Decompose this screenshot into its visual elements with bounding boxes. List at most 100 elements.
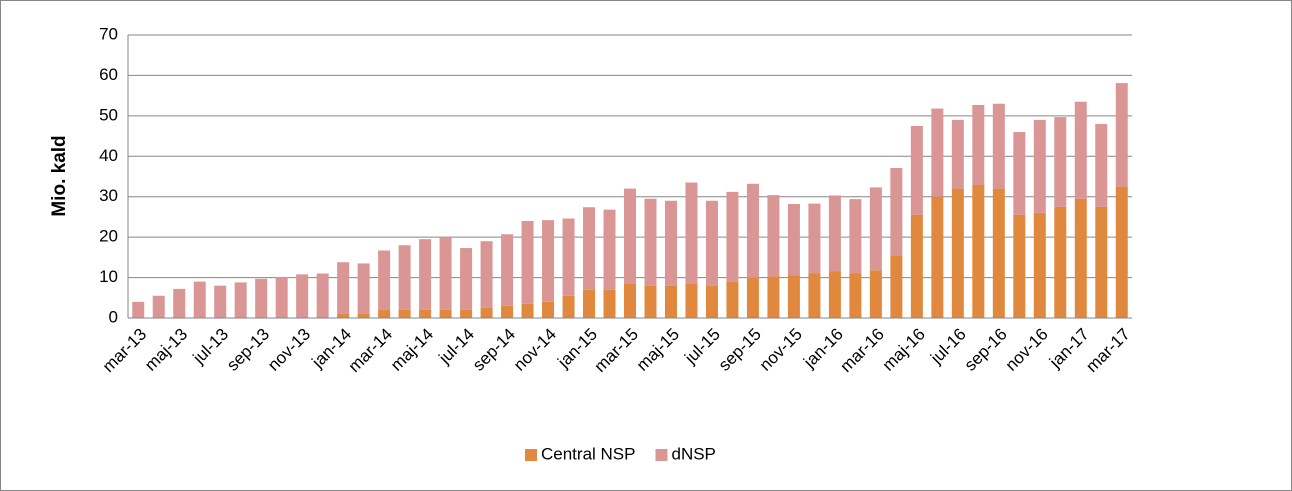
bar-segment	[439, 309, 452, 318]
bar-segment	[685, 283, 698, 318]
bar-segment	[214, 285, 227, 318]
bar-segment	[460, 309, 473, 318]
bar-segment	[1013, 132, 1026, 215]
bar-segment	[910, 214, 923, 318]
bar-segment	[1095, 206, 1108, 318]
bar-segment	[337, 262, 350, 314]
y-tick-label: 20	[99, 227, 118, 246]
bar-segment	[152, 295, 165, 318]
bar-segment	[480, 241, 493, 308]
bar-segment	[746, 277, 759, 318]
bar-segment	[1095, 123, 1108, 207]
y-tick-label: 50	[99, 105, 118, 124]
bar-segment	[255, 278, 268, 318]
bar-segment	[808, 203, 821, 274]
bar-segment	[583, 207, 596, 290]
bar-segment	[132, 301, 145, 318]
y-tick-label: 0	[109, 307, 118, 326]
bar-segment	[1013, 214, 1026, 318]
bar-segment	[378, 250, 391, 310]
y-tick-label: 40	[99, 146, 118, 165]
y-tick-label: 30	[99, 186, 118, 205]
bar-segment	[398, 245, 411, 310]
bar-segment	[439, 237, 452, 310]
legend-label: Central NSP	[541, 444, 635, 463]
bar-segment	[1115, 83, 1128, 187]
bar-segment	[972, 104, 985, 185]
bar-segment	[787, 203, 800, 276]
bar-segment	[849, 273, 862, 318]
bar-segment	[1074, 198, 1087, 318]
bar-segment	[664, 285, 677, 318]
bar-segment	[357, 313, 370, 318]
bar-segment	[828, 271, 841, 318]
y-tick-label: 60	[99, 65, 118, 84]
bar-segment	[624, 188, 636, 284]
bar-segment	[992, 188, 1005, 318]
bar-segment	[890, 255, 903, 318]
bar-segment	[193, 281, 206, 318]
bar-segment	[849, 199, 862, 274]
bar-segment	[603, 209, 616, 290]
y-axis-title: Mio. kald	[49, 135, 70, 216]
bar-segment	[501, 305, 514, 318]
bar-segment	[910, 125, 923, 215]
bar-segment	[869, 270, 882, 318]
bar-segment	[419, 309, 432, 318]
bar-segment	[173, 288, 186, 318]
y-tick-label: 70	[99, 24, 118, 43]
bar-segment	[562, 218, 575, 296]
bar-segment	[378, 309, 391, 318]
bar-segment	[1033, 119, 1046, 213]
bar-segment	[664, 200, 677, 286]
bar-segment	[726, 281, 739, 318]
bar-segment	[685, 182, 698, 284]
bar-segment	[1054, 206, 1067, 318]
bar-segment	[992, 103, 1005, 189]
bar-segment	[460, 248, 473, 310]
bar-segment	[521, 303, 534, 318]
bar-segment	[501, 234, 514, 306]
bar-segment	[357, 263, 370, 314]
bar-segment	[316, 273, 329, 318]
bar-segment	[398, 309, 411, 318]
bar-segment	[1033, 212, 1046, 318]
legend-swatch	[655, 449, 668, 461]
bar-segment	[767, 195, 780, 277]
bar-segment	[869, 187, 882, 271]
bar-segment	[931, 108, 944, 197]
bar-segment	[296, 274, 309, 318]
bar-segment	[931, 196, 944, 318]
bar-segment	[562, 295, 575, 318]
bar-segment	[337, 313, 350, 318]
legend-swatch	[525, 449, 537, 461]
bar-segment	[890, 168, 903, 256]
bar-segment	[542, 220, 555, 302]
bar-segment	[767, 276, 780, 318]
bar-segment	[746, 183, 759, 278]
legend-label: dNSP	[671, 444, 715, 463]
bar-segment	[644, 198, 657, 286]
bar-segment	[542, 301, 555, 318]
y-tick-label: 10	[99, 267, 118, 286]
bar-segment	[705, 200, 718, 286]
bar-segment	[972, 184, 985, 318]
bar-segment	[480, 307, 493, 318]
bar-segment	[951, 188, 964, 318]
bar-segment	[419, 239, 432, 310]
bar-segment	[583, 289, 596, 318]
bar-segment	[624, 283, 636, 318]
bar-segment	[521, 220, 534, 304]
bar-segment	[275, 277, 288, 318]
bar-segment	[951, 119, 964, 189]
bar-segment	[808, 273, 821, 318]
bar-segment	[726, 191, 739, 282]
bar-segment	[644, 285, 657, 318]
bar-segment	[787, 275, 800, 318]
bar-segment	[234, 282, 247, 318]
bar-segment	[828, 195, 841, 272]
bar-segment	[705, 285, 718, 318]
bar-segment	[1115, 186, 1128, 318]
